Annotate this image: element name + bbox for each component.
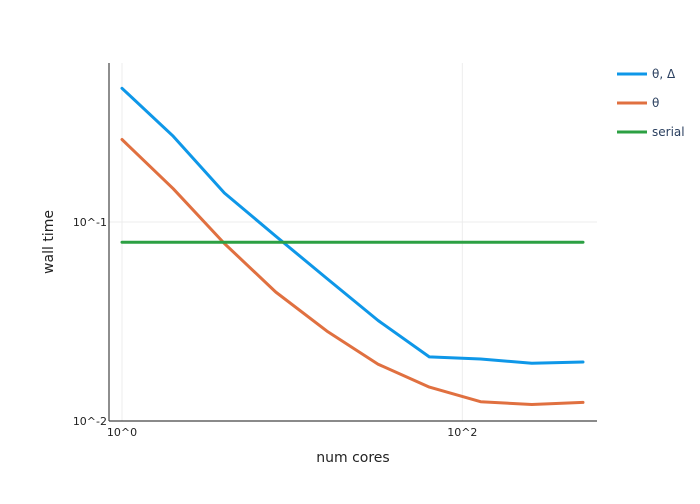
x-axis-title: num cores bbox=[316, 450, 389, 466]
series-line-1 bbox=[120, 138, 585, 406]
x-tick-label: 10^2 bbox=[447, 426, 477, 439]
y-axis-title: wall time bbox=[41, 210, 57, 274]
legend-label-0: θ, Δ bbox=[652, 67, 676, 81]
axes bbox=[108, 63, 597, 422]
y-tick-label: 10^-2 bbox=[73, 415, 107, 428]
legend: θ, Δ θ serial bbox=[617, 67, 685, 139]
legend-label-1: θ bbox=[652, 96, 659, 110]
series-line-0 bbox=[120, 86, 585, 365]
legend-label-2: serial bbox=[652, 125, 685, 139]
series-lines bbox=[120, 86, 585, 406]
tick-labels: 10^0 10^2 10^-2 10^-1 bbox=[73, 216, 478, 439]
y-tick-label: 10^-1 bbox=[73, 216, 107, 229]
x-tick-label: 10^0 bbox=[107, 426, 137, 439]
